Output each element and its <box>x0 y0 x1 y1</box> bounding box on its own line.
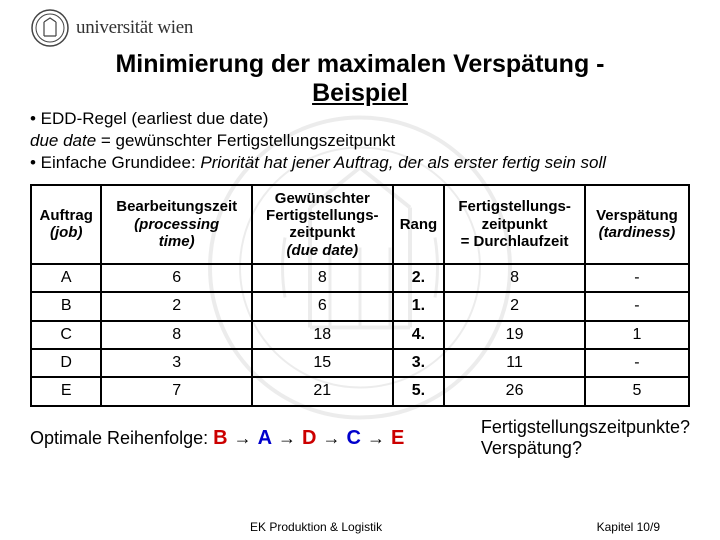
seq-item: A <box>258 427 272 449</box>
seq-item: E <box>391 427 404 449</box>
arrow-icon: → <box>318 428 346 448</box>
cell-bearb: 3 <box>101 349 252 377</box>
logo-text: universität wien <box>76 17 193 39</box>
cell-fert: 19 <box>444 321 585 349</box>
bottom-row: Optimale Reihenfolge: B → A → D → C → E … <box>30 417 690 460</box>
cell-rang: 5. <box>393 377 445 405</box>
cell-due: 21 <box>252 377 393 405</box>
th-rang: Rang <box>393 185 445 264</box>
seal-icon <box>30 8 70 48</box>
th-auftrag: Auftrag (job) <box>31 185 101 264</box>
cell-rang: 3. <box>393 349 445 377</box>
arrow-icon: → <box>229 428 257 448</box>
table-row: E7215.265 <box>31 377 689 405</box>
cell-tard: 1 <box>585 321 689 349</box>
cell-bearb: 8 <box>101 321 252 349</box>
table-row: B261.2- <box>31 292 689 320</box>
table-row: A682.8- <box>31 264 689 292</box>
sequence-label: Optimale Reihenfolge: <box>30 428 213 448</box>
cell-auftrag: A <box>31 264 101 292</box>
cell-tard: - <box>585 264 689 292</box>
cell-auftrag: B <box>31 292 101 320</box>
bullet-block: • EDD-Regel (earliest due date) due date… <box>30 108 690 174</box>
cell-auftrag: D <box>31 349 101 377</box>
footer-right: Kapitel 10/9 <box>597 520 660 534</box>
cell-bearb: 2 <box>101 292 252 320</box>
cell-tard: 5 <box>585 377 689 405</box>
th-bearbeitung: Bearbeitungszeit (processing time) <box>101 185 252 264</box>
question2: Verspätung? <box>481 438 582 458</box>
bullet1-line2a: due date <box>30 131 96 150</box>
cell-rang: 1. <box>393 292 445 320</box>
cell-due: 8 <box>252 264 393 292</box>
cell-auftrag: E <box>31 377 101 405</box>
table-row: D3153.11- <box>31 349 689 377</box>
cell-fert: 8 <box>444 264 585 292</box>
sequence-block: Optimale Reihenfolge: B → A → D → C → E <box>30 427 404 450</box>
title-line2: Beispiel <box>312 79 408 107</box>
seq-item: B <box>213 427 227 449</box>
cell-rang: 2. <box>393 264 445 292</box>
cell-bearb: 7 <box>101 377 252 405</box>
bullet1-line2b: = gewünschter Fertigstellungszeitpunkt <box>96 131 395 150</box>
table-row: C8184.191 <box>31 321 689 349</box>
cell-tard: - <box>585 349 689 377</box>
th-due: Gewünschter Fertigstellungs- zeitpunkt (… <box>252 185 393 264</box>
cell-fert: 11 <box>444 349 585 377</box>
cell-tard: - <box>585 292 689 320</box>
bullet2b: Priorität hat jener Auftrag, der als ers… <box>200 153 606 172</box>
footer-left: EK Produktion & Logistik <box>250 520 382 534</box>
slide-footer: EK Produktion & Logistik Kapitel 10/9 <box>0 520 720 534</box>
question1: Fertigstellungszeitpunkte? <box>481 417 690 437</box>
job-table: Auftrag (job) Bearbeitungszeit (processi… <box>30 184 690 407</box>
questions-block: Fertigstellungszeitpunkte? Verspätung? <box>481 417 690 460</box>
sequence-values: B → A → D → C → E <box>213 427 404 449</box>
cell-bearb: 6 <box>101 264 252 292</box>
logo-header: universität wien <box>30 8 690 48</box>
th-verspaetung: Verspätung (tardiness) <box>585 185 689 264</box>
cell-fert: 26 <box>444 377 585 405</box>
cell-auftrag: C <box>31 321 101 349</box>
seq-item: C <box>347 427 361 449</box>
title-line1: Minimierung der maximalen Verspätung - <box>115 50 604 78</box>
cell-due: 15 <box>252 349 393 377</box>
table-header-row: Auftrag (job) Bearbeitungszeit (processi… <box>31 185 689 264</box>
slide-title: Minimierung der maximalen Verspätung - B… <box>30 50 690 108</box>
cell-due: 18 <box>252 321 393 349</box>
cell-due: 6 <box>252 292 393 320</box>
cell-fert: 2 <box>444 292 585 320</box>
seq-item: D <box>302 427 316 449</box>
arrow-icon: → <box>362 428 390 448</box>
bullet1-line1: • EDD-Regel (earliest due date) <box>30 109 268 128</box>
arrow-icon: → <box>273 428 301 448</box>
bullet2a: • Einfache Grundidee: <box>30 153 200 172</box>
th-fertig: Fertigstellungs- zeitpunkt = Durchlaufze… <box>444 185 585 264</box>
cell-rang: 4. <box>393 321 445 349</box>
